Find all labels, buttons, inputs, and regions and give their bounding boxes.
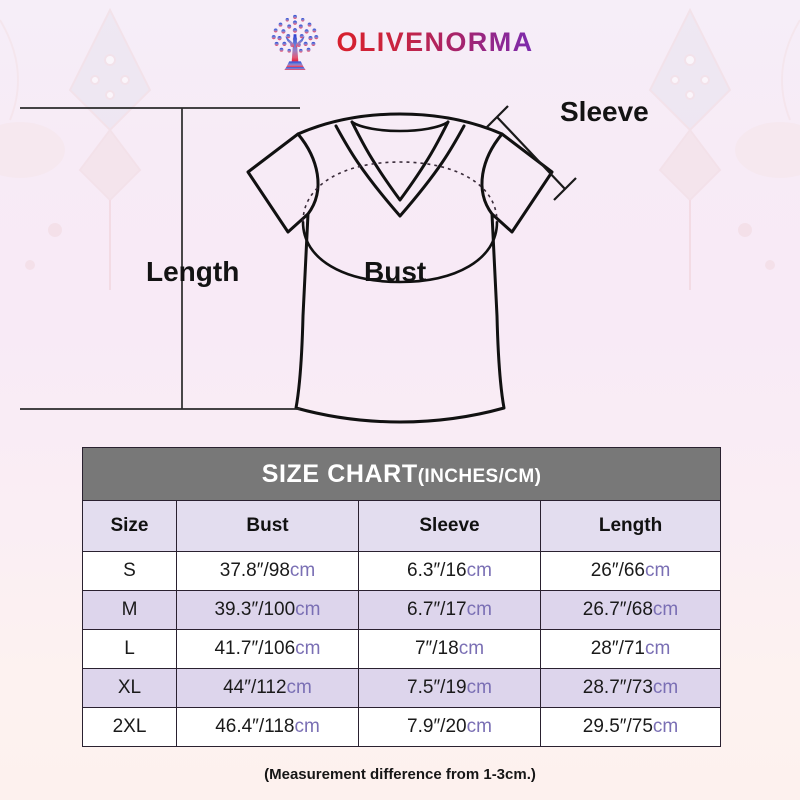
table-row: 2XL 46.4″/118cm 7.9″/20cm 29.5″/75cm <box>82 707 722 747</box>
brand-logo: OLIVENORMA <box>0 8 800 76</box>
cell-sleeve: 7.9″/20cm <box>358 707 541 747</box>
table-row: XL 44″/112cm 7.5″/19cm 28.7″/73cm <box>82 668 722 708</box>
table-title-cell: SIZE CHART(INCHES/CM) <box>81 447 722 501</box>
cell-size: 2XL <box>82 707 177 747</box>
brand-name: OLIVENORMA <box>336 26 534 57</box>
cell-sleeve: 6.7″/17cm <box>358 590 541 630</box>
table-row: L 41.7″/106cm 7″/18cm 28″/71cm <box>82 629 722 669</box>
cell-bust: 41.7″/106cm <box>176 629 359 669</box>
size-chart-table-wrapper: SIZE CHART(INCHES/CM) Size Bust Sleeve L… <box>81 447 722 747</box>
cell-bust: 39.3″/100cm <box>176 590 359 630</box>
column-header-bust: Bust <box>176 500 359 552</box>
column-header-sleeve: Sleeve <box>358 500 541 552</box>
length-dimension-line <box>20 107 300 410</box>
cell-size: XL <box>82 668 177 708</box>
cell-length: 26″/66cm <box>539 551 722 591</box>
table-title-main: SIZE CHART <box>261 459 418 488</box>
cell-length: 26.7″/68cm <box>539 590 722 630</box>
table-title-row: SIZE CHART(INCHES/CM) <box>81 447 722 501</box>
size-chart-table: SIZE CHART(INCHES/CM) Size Bust Sleeve L… <box>81 447 722 747</box>
cell-length: 28″/71cm <box>539 629 722 669</box>
length-label: Length <box>146 256 240 287</box>
table-row: M 39.3″/100cm 6.7″/17cm 26.7″/68cm <box>82 590 722 630</box>
cell-length: 29.5″/75cm <box>539 707 722 747</box>
cell-length: 28.7″/73cm <box>539 668 722 708</box>
column-header-length: Length <box>539 500 722 552</box>
cell-sleeve: 7″/18cm <box>358 629 541 669</box>
cell-bust: 46.4″/118cm <box>176 707 359 747</box>
bust-label: Bust <box>364 256 427 287</box>
table-header-row: Size Bust Sleeve Length <box>82 500 722 552</box>
cell-sleeve: 7.5″/19cm <box>358 668 541 708</box>
cell-bust: 37.8″/98cm <box>176 551 359 591</box>
sleeve-label: Sleeve <box>560 96 649 127</box>
bust-guide-dashed <box>302 161 498 223</box>
sleeve-dimension-line <box>485 105 577 201</box>
tshirt-outline-icon <box>20 105 577 424</box>
cell-sleeve: 6.3″/16cm <box>358 551 541 591</box>
tree-icon <box>272 14 319 71</box>
table-title-unit: (INCHES/CM) <box>417 465 542 487</box>
cell-size: S <box>82 551 177 591</box>
cell-size: L <box>82 629 177 669</box>
table-row: S 37.8″/98cm 6.3″/16cm 26″/66cm <box>82 551 722 591</box>
cell-size: M <box>82 590 177 630</box>
tshirt-diagram <box>0 86 800 436</box>
cell-bust: 44″/112cm <box>176 668 359 708</box>
measurement-footnote: (Measurement difference from 1-3cm.) <box>264 766 536 783</box>
column-header-size: Size <box>82 500 177 552</box>
